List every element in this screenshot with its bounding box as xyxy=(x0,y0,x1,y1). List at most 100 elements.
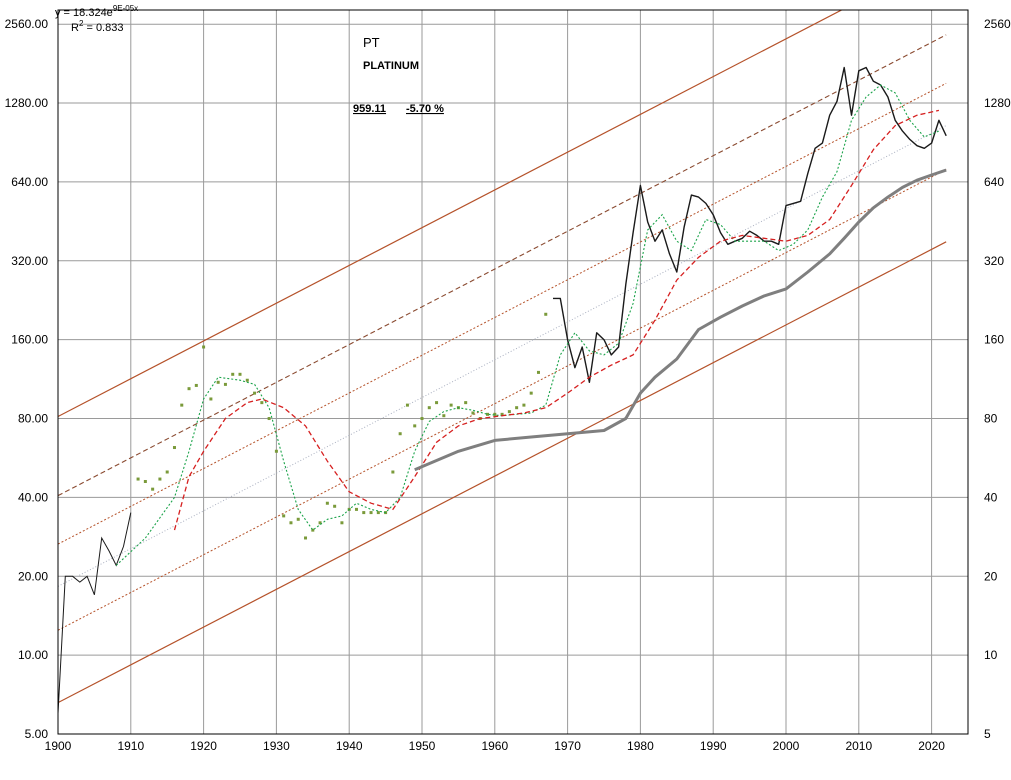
channel-line xyxy=(58,169,947,631)
price-change: -5.70 % xyxy=(406,103,444,115)
price-point xyxy=(500,412,504,416)
channel-line xyxy=(58,241,947,704)
price-point xyxy=(180,403,184,407)
y-tick-label-left: 80.00 xyxy=(18,412,48,426)
r-squared-label: R xyxy=(71,22,79,34)
y-tick-label-left: 40.00 xyxy=(18,490,48,504)
price-point xyxy=(187,387,191,391)
price-point xyxy=(223,382,227,386)
price-point xyxy=(391,470,395,474)
regression-equation-exponent: 9E-05x xyxy=(113,4,138,13)
price-point xyxy=(282,514,286,518)
y-tick-label-left: 2560.00 xyxy=(5,17,49,31)
y-tick-label-right: 40 xyxy=(984,490,998,504)
price-point xyxy=(522,403,526,407)
price-point xyxy=(493,412,497,416)
price-point xyxy=(158,477,162,481)
price-point xyxy=(427,406,431,410)
price-point xyxy=(529,391,533,395)
x-tick-label: 2010 xyxy=(845,739,872,753)
y-tick-label-left: 160.00 xyxy=(11,333,48,347)
price-point xyxy=(238,372,242,376)
x-tick-label: 2000 xyxy=(773,739,800,753)
price-point xyxy=(136,477,140,481)
price-point xyxy=(245,378,249,382)
r-squared-value: = 0.833 xyxy=(83,22,123,34)
price-point xyxy=(289,521,293,525)
regression-equation: y = 18.324e9E-05x xyxy=(55,4,138,19)
price-point xyxy=(333,504,337,508)
y-tick-label-left: 320.00 xyxy=(11,254,48,268)
x-tick-label: 1930 xyxy=(263,739,290,753)
x-tick-label: 1970 xyxy=(554,739,581,753)
price-point xyxy=(464,401,468,405)
y-tick-label-right: 10 xyxy=(984,648,998,662)
price-point xyxy=(253,391,257,395)
price-point xyxy=(165,470,169,474)
x-tick-label: 1960 xyxy=(481,739,508,753)
plot-border xyxy=(57,9,969,735)
axis-labels: 1900 1910 1920 1930 1940 1950 1960 1970 1980 1990… xyxy=(5,17,1011,753)
y-tick-label-right: 160 xyxy=(984,333,1004,347)
chart-subtitle: PLATINUM xyxy=(363,60,419,72)
y-tick-label-left: 10.00 xyxy=(18,648,48,662)
series-price-early-steps xyxy=(58,512,132,714)
y-tick-label-left: 5.00 xyxy=(25,727,49,741)
x-tick-label: 1940 xyxy=(336,739,363,753)
regression-equation-prefix: y = 18.324e xyxy=(55,7,113,19)
price-point xyxy=(274,449,278,453)
price-point xyxy=(420,417,424,421)
price-point xyxy=(362,511,366,515)
x-tick-label: 1910 xyxy=(117,739,144,753)
price-point xyxy=(376,511,380,515)
y-tick-label-right: 20 xyxy=(984,569,998,583)
last-price: 959.11 xyxy=(353,103,386,115)
channel-lines xyxy=(58,10,947,704)
price-point xyxy=(216,380,220,384)
y-tick-label-right: 2560 xyxy=(984,17,1011,31)
price-point xyxy=(449,403,453,407)
price-point xyxy=(151,487,155,491)
price-point xyxy=(231,372,235,376)
price-point xyxy=(143,479,147,483)
price-point xyxy=(507,410,511,414)
price-point xyxy=(442,414,446,418)
price-point xyxy=(515,406,519,410)
x-tick-label: 2020 xyxy=(918,739,945,753)
channel-line xyxy=(58,82,947,545)
r-squared: R2 = 0.833 xyxy=(71,19,123,34)
y-tick-label-right: 320 xyxy=(984,254,1004,268)
price-point xyxy=(544,312,548,316)
price-point xyxy=(318,521,322,525)
x-tick-label: 1980 xyxy=(627,739,654,753)
price-point xyxy=(413,424,417,428)
price-point xyxy=(486,412,490,416)
y-tick-label-left: 20.00 xyxy=(18,569,48,583)
price-point xyxy=(296,517,300,521)
series-layer xyxy=(58,66,947,714)
price-point xyxy=(202,345,206,349)
y-tick-label-right: 80 xyxy=(984,412,998,426)
price-point xyxy=(340,521,344,525)
price-point xyxy=(311,528,315,532)
price-point xyxy=(172,446,176,450)
y-tick-label-right: 640 xyxy=(984,175,1004,189)
price-point xyxy=(471,411,475,415)
price-point xyxy=(267,417,271,421)
price-point xyxy=(369,511,373,515)
chart-title: PT xyxy=(363,35,380,50)
price-point xyxy=(304,536,308,540)
price-point xyxy=(194,383,198,387)
y-tick-label-right: 5 xyxy=(984,727,991,741)
y-tick-label-left: 1280.00 xyxy=(5,96,49,110)
plot-area xyxy=(58,10,968,734)
price-point xyxy=(398,432,402,436)
price-point xyxy=(405,403,409,407)
price-point xyxy=(209,397,213,401)
y-tick-label-left: 640.00 xyxy=(11,175,48,189)
price-point xyxy=(354,507,358,511)
price-point xyxy=(536,370,540,374)
x-tick-label: 1900 xyxy=(45,739,72,753)
y-tick-label-right: 1280 xyxy=(984,96,1011,110)
